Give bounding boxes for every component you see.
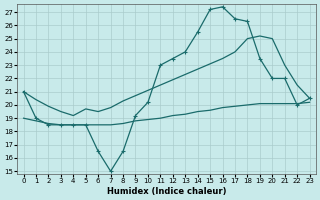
- X-axis label: Humidex (Indice chaleur): Humidex (Indice chaleur): [107, 187, 226, 196]
